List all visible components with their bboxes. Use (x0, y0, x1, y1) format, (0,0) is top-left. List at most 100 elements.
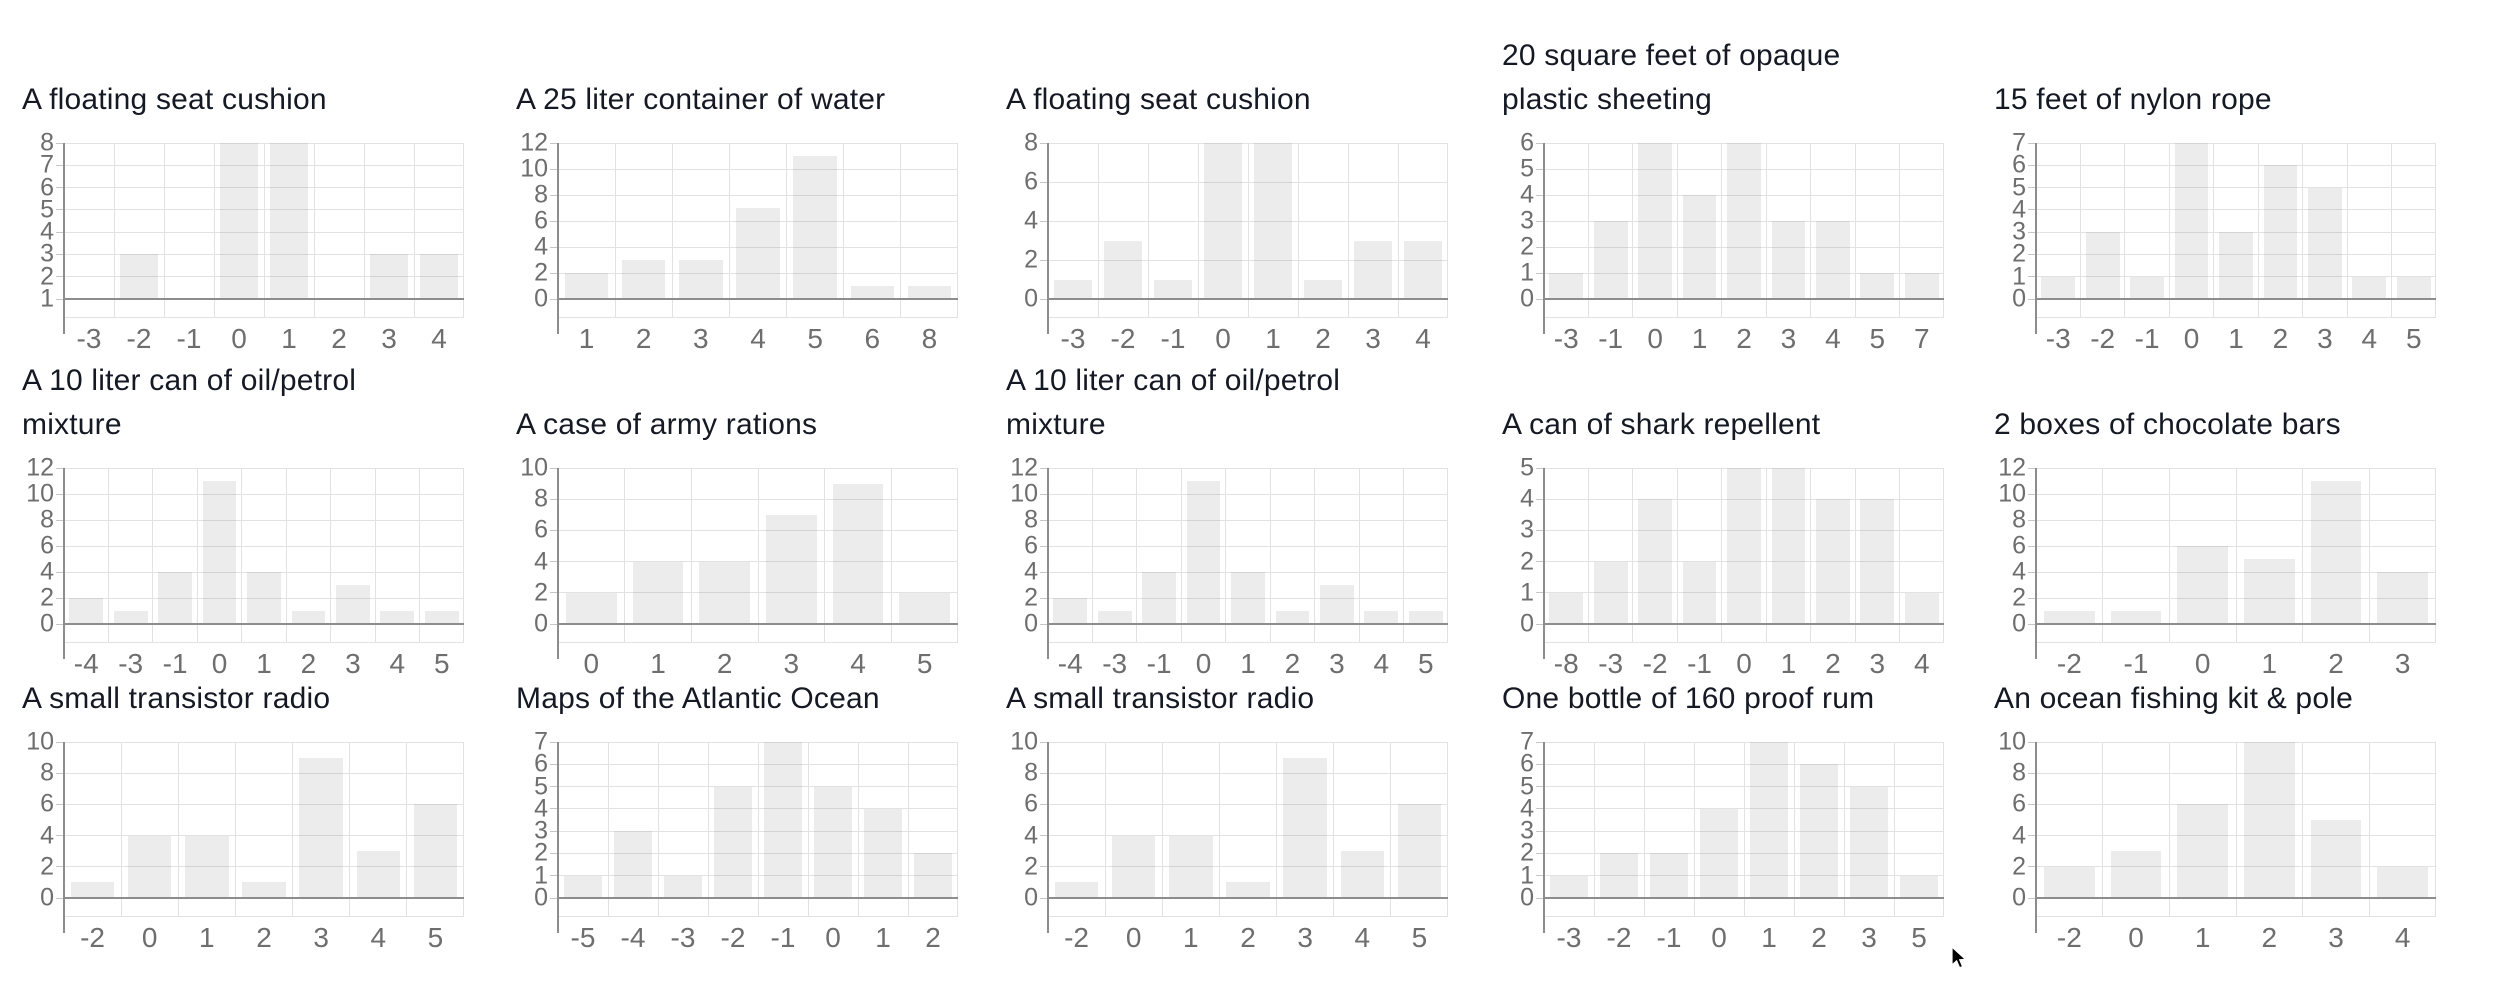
x-tick-label: -2 (126, 323, 152, 354)
y-tick-mark (56, 803, 63, 805)
x-tick-label: 0 (231, 323, 247, 354)
gridline-x (1843, 742, 1845, 917)
gridline-x (614, 143, 616, 318)
y-tick-label: 3 (1520, 515, 1534, 544)
bar (1549, 273, 1584, 299)
x-tick-label: 4 (750, 323, 766, 354)
y-tick-mark (1536, 852, 1543, 854)
x-tick-label: 0 (211, 648, 228, 679)
y-axis-line (557, 742, 559, 933)
y-tick-label: 4 (534, 547, 548, 576)
bar (714, 786, 752, 898)
bar (564, 875, 602, 898)
chart-title: One bottle of 160 proof rum (1502, 682, 1875, 715)
x-tick-label: 2 (2261, 922, 2278, 953)
y-tick-label: 2 (534, 578, 548, 607)
y-tick-mark (1040, 866, 1047, 868)
y-tick-label: 2 (40, 852, 54, 881)
y-axis-line (1543, 468, 1545, 659)
chart-card: A 10 liter can of oil/petrol mixture 0 2 4 6… (22, 355, 484, 681)
x-tick-label: 0 (1647, 323, 1663, 354)
bar (120, 254, 158, 299)
y-tick-label: 6 (2012, 150, 2026, 179)
bar (1364, 611, 1399, 624)
y-tick-label: 4 (2012, 557, 2026, 586)
bar (1404, 240, 1442, 299)
gridline-x (113, 143, 115, 318)
chart-plot: 0 2 4 6 8 10 12 (26, 455, 464, 659)
y-tick-mark (1536, 220, 1543, 222)
gridline-x (1693, 742, 1695, 917)
bar (766, 514, 817, 624)
y-tick-mark (2028, 187, 2035, 189)
x-tick-label: 4 (2361, 323, 2378, 354)
y-tick-mark (1040, 597, 1047, 599)
y-tick-label: 6 (534, 749, 548, 778)
bar (1186, 481, 1221, 624)
gridline-y (1048, 772, 1448, 774)
x-axis-line (1048, 897, 1448, 899)
bar (914, 853, 952, 898)
x-tick-label: 0 (1736, 648, 1752, 679)
y-tick-label: 5 (1520, 772, 1534, 801)
gridline-y (64, 835, 464, 837)
bar (632, 561, 684, 624)
x-tick-label: 2 (1284, 648, 1301, 679)
gridline-x (728, 143, 730, 318)
y-tick-mark (550, 852, 557, 854)
bar (220, 143, 258, 299)
gridline-x (2168, 742, 2170, 917)
bar (69, 598, 104, 624)
bar (614, 831, 652, 898)
y-tick-mark (2028, 772, 2035, 774)
x-tick-label: 3 (1365, 323, 1381, 354)
gridline-y (558, 168, 958, 170)
gridline-x (285, 468, 287, 643)
y-tick-mark (56, 467, 63, 469)
y-tick-mark (56, 741, 63, 743)
gridline-x (624, 468, 626, 643)
y-tick-label: 6 (1024, 531, 1038, 560)
bar (566, 592, 617, 624)
y-tick-mark (550, 220, 557, 222)
bar (2377, 572, 2428, 624)
y-tick-label: 4 (1520, 484, 1534, 513)
bar (2041, 276, 2076, 299)
x-tick-label: 4 (1415, 323, 1431, 354)
gridline-x (1793, 742, 1795, 917)
bar (864, 808, 902, 898)
gridline-x (234, 742, 236, 917)
bar (113, 611, 148, 624)
gridline-y (1544, 272, 1944, 274)
y-tick-label: 6 (1024, 789, 1038, 818)
bar (679, 260, 723, 299)
y-tick-mark (1040, 181, 1047, 183)
y-tick-mark (550, 623, 557, 625)
y-tick-mark (550, 592, 557, 594)
bar (1600, 853, 1638, 898)
x-tick-label: -2 (2056, 922, 2082, 953)
y-tick-mark (550, 246, 557, 248)
x-tick-label: -3 (1060, 323, 1086, 354)
x-tick-label: 1 (2228, 323, 2244, 354)
y-tick-mark (1536, 142, 1543, 144)
x-tick-label: 2 (925, 922, 941, 953)
y-tick-mark (1040, 493, 1047, 495)
bar (380, 611, 415, 624)
y-tick-mark (550, 298, 557, 300)
chart-plot: 0 2 4 6 8 10 12 (1010, 455, 1448, 659)
bar (1550, 875, 1588, 898)
x-tick-label: -1 (1687, 648, 1712, 679)
y-tick-mark (2028, 623, 2035, 625)
y-tick-mark (2028, 835, 2035, 837)
bar (1860, 273, 1895, 299)
bar (564, 273, 609, 299)
x-tick-label: 5 (2405, 323, 2422, 354)
y-tick-mark (550, 194, 557, 196)
y-tick-mark (1040, 741, 1047, 743)
y-tick-label: 4 (534, 232, 548, 261)
gridline-x (374, 468, 376, 643)
y-axis-line (63, 143, 65, 334)
chart-title: 15 feet of nylon rope (1994, 83, 2272, 116)
y-tick-label: 3 (534, 816, 548, 845)
